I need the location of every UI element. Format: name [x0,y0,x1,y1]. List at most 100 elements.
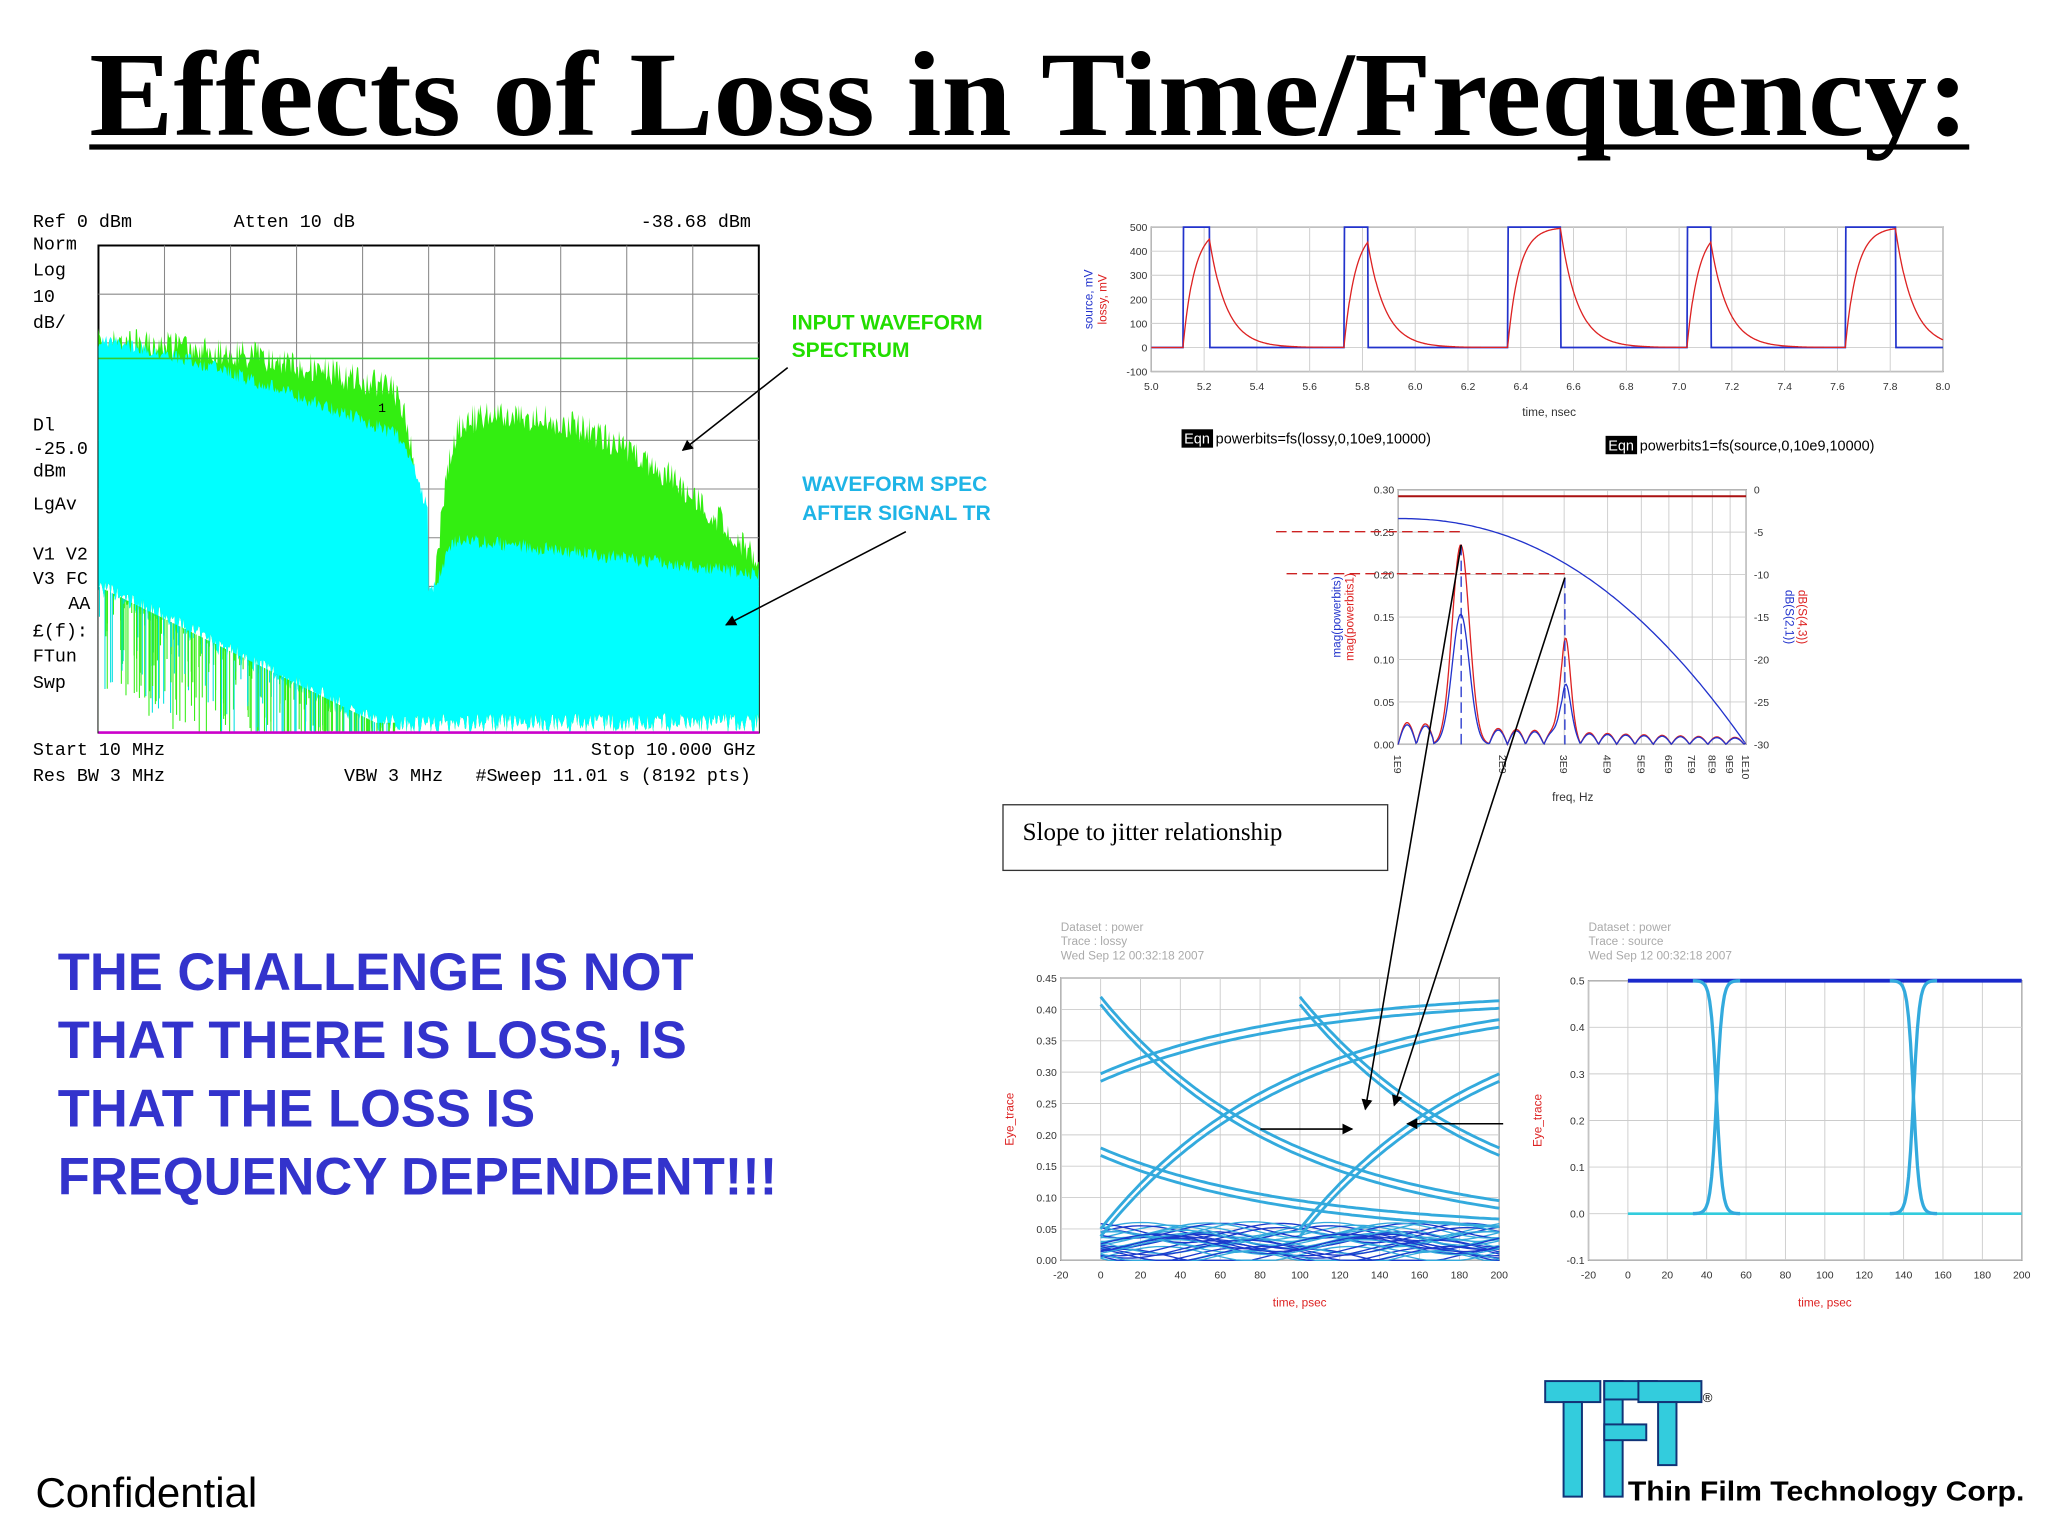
x-tick-label: 5.6 [1302,381,1317,393]
axis-label: dB(S(4,3)) [1796,590,1810,644]
analyzer-label: 10 [33,287,55,308]
equation: powerbits1=fs(source,0,10e9,10000) [1640,438,1875,454]
analyzer-label: Swp [33,673,66,694]
eye-trace [1100,1154,1500,1229]
eye-header: Wed Sep 12 00:32:18 2007 [1061,949,1204,963]
axis-label: mag(powerbits) [1329,576,1343,657]
x-tick-label: 200 [2013,1270,2031,1282]
eye-trace [1099,995,1500,1203]
y-tick-label: 0.45 [1036,973,1057,985]
x-tick-label: 140 [1895,1270,1913,1282]
y-tick-label: 300 [1130,270,1148,282]
analyzer-label: Ref 0 dBm [33,212,132,233]
slope-box [1002,804,1389,872]
logo-shape [1657,1401,1678,1467]
eye-noise [1100,1222,1500,1239]
x-tick-label: 5.2 [1197,381,1212,393]
analyzer-label: V3 FC [33,569,88,590]
y-tick-label: 500 [1130,222,1148,234]
logo-shape [1637,1380,1703,1404]
y2-tick-label: -20 [1754,654,1769,666]
eye-plot: 0.5 0.4 0.3 0.2 0.1 0.0 -0.1 -20 0 20 40 60 80 100 120… [1530,920,2030,1309]
slope-label: Slope to jitter relationship [1023,819,1283,846]
y-tick-label: 0.2 [1570,1115,1585,1127]
x-tick-label: -20 [1053,1270,1068,1282]
arrow [1361,544,1462,1111]
message-line: FREQUENCY DEPENDENT!!! [58,1148,778,1207]
analyzer-label: AA [68,594,91,615]
y-tick-label: 0.35 [1036,1036,1057,1048]
y2-tick-label: -30 [1754,739,1769,751]
eye-plot: 0.45 0.40 0.35 0.30 0.25 0.20 0.15 0.10 0.05 0.00… [1002,920,1508,1309]
x-tick-label: 5.0 [1144,381,1159,393]
equation-tag-box [1605,435,1638,455]
y-tick-label: 0.00 [1374,739,1395,751]
x-tick-label: 0 [1098,1270,1104,1282]
x-tick-label: 120 [1331,1270,1349,1282]
annotation: AFTER SIGNAL TR [802,502,991,525]
x-tick-label: 7E9 [1685,755,1697,774]
x-tick-label: 100 [1816,1270,1834,1282]
analyzer-label: VBW 3 MHz [344,766,443,787]
eye-trace [1100,999,1500,1076]
x-tick-label: 2E9 [1496,755,1508,774]
y-tick-label: 0.25 [1374,527,1395,539]
y-tick-label: 0.3 [1570,1069,1585,1081]
x-tick-label: 160 [1934,1270,1952,1282]
slide-title: Effects of Loss in Time/Frequency: [89,28,1969,162]
x-tick-label: 5.8 [1355,381,1370,393]
axis-label: source, mV [1081,269,1095,329]
y-tick-label: 0.40 [1036,1004,1057,1016]
axis-label: time, psec [1273,1295,1327,1309]
arrow [1392,577,1566,1107]
x-tick-label: 5E9 [1634,755,1646,774]
eye-trace [1692,979,1741,1216]
eye-noise [1100,1222,1500,1240]
analyzer-label: Atten 10 dB [234,212,355,233]
x-tick-label: -20 [1581,1270,1596,1282]
message-line: THAT THE LOSS IS [58,1079,535,1138]
x-tick-label: 3E9 [1557,755,1569,774]
eye-header: Trace : lossy [1061,934,1128,948]
x-tick-label: 20 [1135,1270,1147,1282]
y-tick-label: 0.20 [1374,570,1395,582]
x-tick-label: 8E9 [1705,755,1717,774]
y-tick-label: 0.15 [1374,612,1395,624]
eye-trace [1298,995,1500,1150]
x-tick-label: 4E9 [1601,755,1613,774]
x-tick-label: 9E9 [1723,755,1735,774]
annotation: WAVEFORM SPEC [802,473,987,496]
analyzer-label: Res BW 3 MHz [33,766,165,787]
eye-header: Wed Sep 12 00:32:18 2007 [1589,949,1732,963]
equation-tag-box [1181,429,1214,448]
x-tick-label: 40 [1701,1270,1713,1282]
y-tick-label: 100 [1130,318,1148,330]
y-tick-label: -100 [1126,366,1147,378]
y-tick-label: 0.10 [1036,1193,1057,1205]
analyzer-label: Log [33,261,66,282]
logo-shape [1544,1380,1602,1404]
analyzer-label: #Sweep 11.01 s (8192 pts) [475,766,750,787]
x-tick-label: 8.0 [1936,381,1951,393]
analyzer-label: Dl [33,416,55,437]
annotation: SPECTRUM [792,339,910,362]
y-tick-label: 0.05 [1036,1224,1057,1236]
x-tick-label: 6E9 [1662,755,1674,774]
analyzer-label: dB/ [33,313,66,334]
message-line: THAT THERE IS LOSS, IS [58,1011,687,1070]
x-tick-label: 20 [1661,1270,1673,1282]
x-tick-label: 140 [1371,1270,1389,1282]
x-tick-label: 7.2 [1725,381,1740,393]
x-tick-label: 180 [1974,1270,1992,1282]
y-tick-label: 200 [1130,294,1148,306]
axis-label: Eye_trace [1002,1092,1016,1146]
axis-label: lossy, mV [1096,274,1110,324]
eye-noise [1100,1229,1500,1246]
y-tick-label: 0.30 [1374,485,1395,497]
freq-plot: 0.30 0.25 0.20 0.15 0.10 0.05 0.00 0 -5 -10 -15 -20… [1276,485,1810,804]
y-tick-label: 0.10 [1374,654,1395,666]
y2-tick-label: -10 [1754,570,1769,582]
x-tick-label: 6.8 [1619,381,1634,393]
eye-trace [1099,1003,1500,1210]
